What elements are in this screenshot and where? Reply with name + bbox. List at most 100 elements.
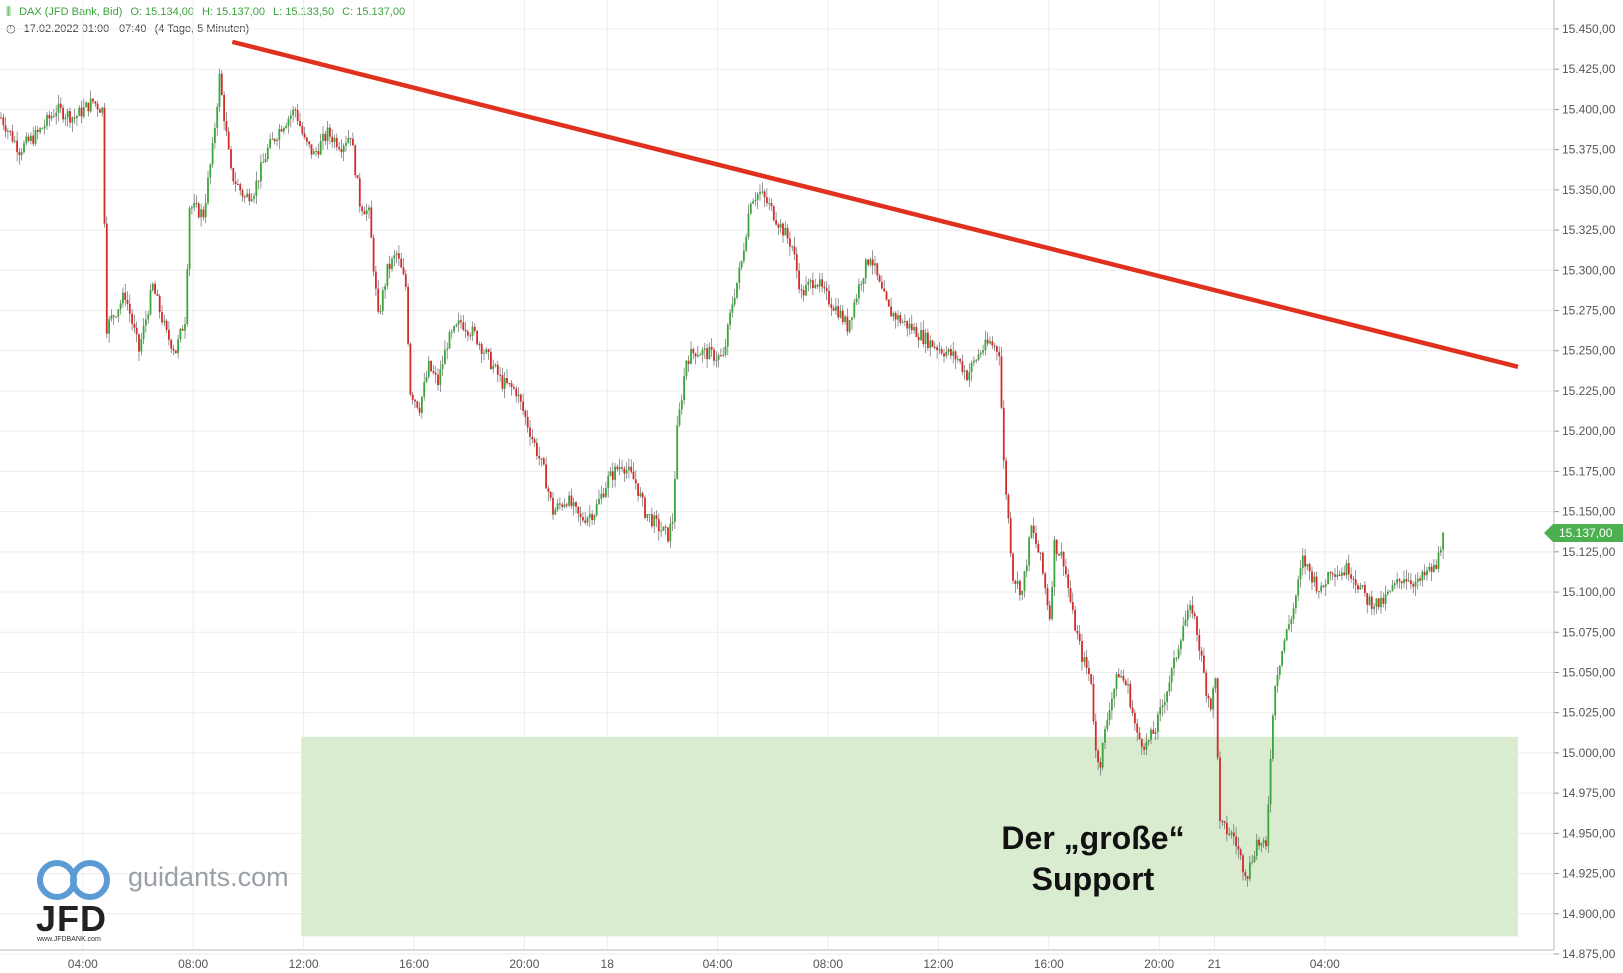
candle-body [287, 118, 290, 126]
candle-body [1304, 555, 1306, 567]
candle-body [85, 102, 87, 108]
candle-body [480, 344, 483, 354]
candle-body [1134, 712, 1136, 724]
candle-body [542, 458, 545, 465]
candle-body [998, 351, 1001, 357]
candle-body [1315, 576, 1318, 592]
candle-body [683, 376, 685, 401]
candle-body [1021, 590, 1024, 595]
jfd-logo: JFD [36, 898, 108, 939]
support-zone [301, 736, 1518, 937]
guidants-logo-icon [37, 860, 110, 900]
candle-body [487, 349, 490, 352]
candle-body [1235, 836, 1237, 847]
candle-body [1028, 537, 1030, 566]
candle-body [154, 283, 156, 295]
candle-body [191, 207, 193, 209]
candle-body [306, 137, 308, 142]
candle-body [938, 349, 941, 351]
candle-body [954, 351, 957, 360]
candle-body [904, 320, 906, 322]
candle-body [499, 374, 501, 376]
y-tick-label: 15.250,00 [1562, 344, 1616, 358]
y-tick-label: 15.200,00 [1562, 424, 1616, 438]
candle-body [986, 339, 989, 344]
high-value: H: 15.137,00 [201, 6, 265, 18]
candle-body [858, 284, 860, 299]
candle-body [908, 323, 911, 329]
candle-body [1048, 605, 1051, 619]
candle-body [515, 388, 518, 397]
candle-body [174, 350, 177, 354]
candle-body [467, 331, 469, 336]
candle-body [202, 209, 205, 218]
candle-body [225, 121, 228, 132]
candle-body [517, 394, 520, 397]
candle-body [565, 504, 568, 506]
candle-body [78, 107, 81, 116]
candle-body [993, 345, 996, 347]
x-tick-label: 04:00 [1310, 957, 1340, 971]
candle-body [1400, 581, 1403, 584]
candle-body [1398, 579, 1401, 582]
candle-body [588, 514, 591, 518]
candle-body [736, 282, 738, 298]
candle-series [0, 68, 1444, 887]
candle-body [664, 526, 667, 528]
candle-body [1407, 580, 1410, 582]
candle-body [186, 269, 189, 324]
candle-body [885, 291, 888, 300]
candle-body [1143, 746, 1145, 750]
candle-body [398, 253, 400, 259]
candle-body [1223, 821, 1226, 823]
candle-body [1081, 640, 1083, 662]
candle-body [64, 117, 67, 120]
candle-body [644, 497, 646, 518]
candle-body [540, 458, 543, 460]
candle-body [1088, 667, 1090, 675]
candle-body [234, 181, 237, 185]
candle-body [1297, 579, 1300, 596]
candle-body [1278, 665, 1281, 676]
candle-body [266, 147, 269, 160]
candle-body [1065, 566, 1067, 575]
candle-body [738, 267, 741, 283]
candle-body [1113, 688, 1116, 699]
candle-body [676, 425, 679, 479]
candle-body [1403, 579, 1405, 584]
candle-body [1380, 597, 1382, 608]
candle-body [795, 254, 798, 271]
candle-body [1002, 407, 1005, 461]
jfd-url: www.JFDBANK.com [37, 936, 101, 943]
candle-body [1338, 574, 1341, 576]
candle-body [492, 365, 495, 370]
candle-body [1157, 714, 1159, 733]
candle-body [906, 320, 909, 329]
candle-body [1364, 584, 1366, 594]
candle-body [501, 375, 504, 389]
candle-body [1009, 518, 1012, 554]
candle-body [25, 136, 28, 144]
candle-body [485, 349, 488, 353]
candle-body [103, 107, 106, 224]
candle-body [476, 330, 478, 345]
candle-body [1435, 564, 1438, 569]
candle-body [1426, 570, 1428, 576]
candle-body [660, 530, 662, 532]
candle-body [1324, 584, 1327, 587]
candle-body [89, 98, 92, 112]
candle-body [864, 259, 867, 279]
candle-body [662, 526, 665, 531]
candle-body [1184, 619, 1187, 626]
candle-body [1014, 580, 1017, 584]
candle-body [1272, 715, 1274, 759]
candle-body [786, 227, 789, 239]
candle-body [913, 326, 915, 331]
candle-body [720, 355, 722, 357]
y-tick-label: 15.425,00 [1562, 62, 1616, 76]
candle-body [87, 102, 90, 112]
candle-body [1246, 876, 1249, 879]
candle-body [637, 483, 639, 497]
candle-body [1308, 564, 1311, 572]
candle-body [1067, 574, 1070, 589]
